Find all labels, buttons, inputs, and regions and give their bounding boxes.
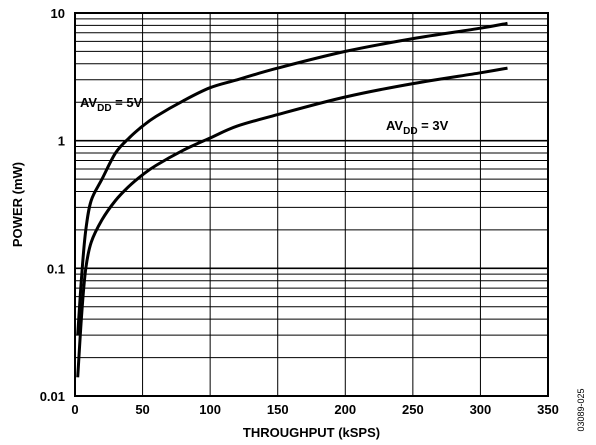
series-label-3v-subscript: DD: [403, 126, 417, 137]
x-tick-label: 0: [71, 402, 78, 417]
x-tick-labels: 0 50 100 150 200 250 300 350: [71, 402, 558, 417]
y-tick-label: 0.1: [47, 261, 65, 276]
series-label-3v-main: AV: [386, 118, 403, 133]
x-tick-label: 300: [470, 402, 492, 417]
series-label-5v-subscript: DD: [97, 103, 111, 114]
series-label-avdd-5v: AVDD = 5V: [80, 95, 143, 114]
series-label-avdd-3v: AVDD = 3V: [386, 118, 449, 137]
plot-frame: [74, 12, 549, 397]
x-tick-label: 100: [199, 402, 221, 417]
y-tick-label: 1: [58, 134, 65, 149]
x-tick-label: 250: [402, 402, 424, 417]
series-label-5v-main: AV: [80, 95, 97, 110]
x-tick-label: 50: [135, 402, 149, 417]
x-axis-title: THROUGHPUT (kSPS): [243, 425, 380, 440]
y-tick-label: 10: [51, 6, 65, 21]
series-label-3v-rest: = 3V: [418, 118, 449, 133]
series-label-5v-rest: = 5V: [112, 95, 143, 110]
series-line-avdd-3v: [76, 66, 508, 378]
y-tick-label: 0.01: [40, 389, 65, 404]
chart-curves: [76, 21, 508, 378]
x-tick-label: 150: [267, 402, 289, 417]
x-tick-label: 200: [334, 402, 356, 417]
figure-id: 03089-025: [576, 388, 586, 431]
y-axis-title: POWER (mW): [10, 162, 25, 247]
series-line-avdd-5v: [76, 21, 508, 336]
chart-grid: [75, 13, 548, 396]
y-tick-labels: 0.01 0.1 1 10: [40, 6, 65, 404]
x-tick-label: 350: [537, 402, 559, 417]
